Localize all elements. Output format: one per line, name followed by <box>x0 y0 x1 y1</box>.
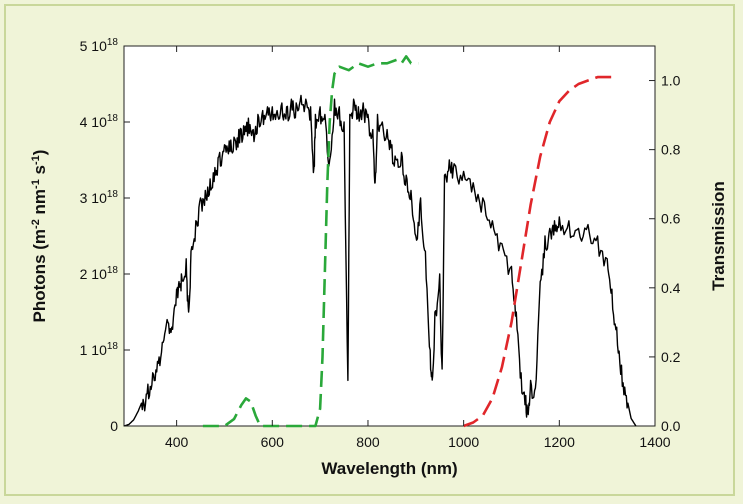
y-left-tick-label: 0 <box>110 418 118 434</box>
y-left-title-end: ) <box>30 150 49 156</box>
y-left-title-mid1: nm <box>30 189 49 219</box>
y-left-title-base: Photons (m <box>30 229 49 323</box>
series-layer <box>123 55 637 428</box>
x-tick-label: 600 <box>261 434 285 450</box>
y-left-title-sup2: -1 <box>30 179 42 189</box>
x-tick-label: 1200 <box>544 434 575 450</box>
y-left-title-sup1: -2 <box>30 219 42 229</box>
y-left-title-mid2: s <box>30 165 49 179</box>
y-right-tick-label: 1.0 <box>661 73 681 89</box>
y-left-tick-label: 5 1018 <box>80 37 119 54</box>
y-right-tick-label: 0.6 <box>661 211 681 227</box>
x-tick-label: 400 <box>165 434 189 450</box>
y-left-tick-label: 1 1018 <box>80 341 119 358</box>
y-right-tick-label: 0.4 <box>661 280 681 296</box>
series-line-1 <box>202 55 419 428</box>
y-right-tick-label: 0.2 <box>661 349 681 365</box>
y-right-tick-label: 0.0 <box>661 418 681 434</box>
x-tick-label: 1000 <box>448 434 479 450</box>
x-axis-title: Wavelength (nm) <box>321 459 457 478</box>
y-left-tick-label: 3 1018 <box>80 189 119 206</box>
series-line-0 <box>123 94 637 427</box>
ticks-layer: 400 600 800 1000 1200 1400 0 1 1018 2 1018 3 1018… <box>80 37 681 450</box>
y-right-tick-label: 0.8 <box>661 142 681 158</box>
y-axis-left-title: Photons (m-2 nm-1 s-1) <box>30 150 49 323</box>
series-line-2 <box>463 75 612 428</box>
y-left-tick-label: 2 1018 <box>80 265 119 282</box>
plot-area <box>123 45 656 427</box>
y-axis-right-title: Transmission <box>709 181 728 291</box>
y-left-title-sup3: -1 <box>30 155 42 165</box>
x-tick-label: 800 <box>356 434 380 450</box>
y-left-tick-label: 4 1018 <box>80 113 119 130</box>
x-tick-label: 1400 <box>639 434 670 450</box>
